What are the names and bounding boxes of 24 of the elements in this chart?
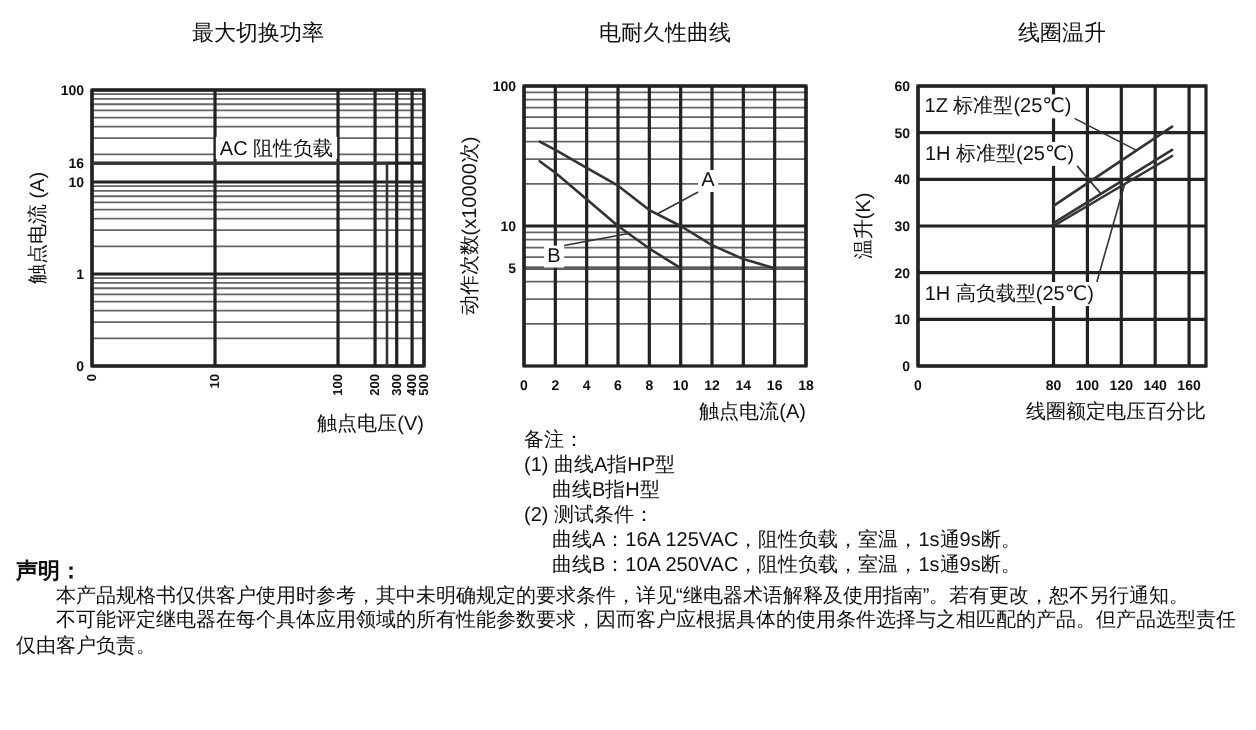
text: 曲线A：16A 125VAC，阻性负载，室温，1s通9s断。	[552, 528, 1021, 552]
chart-title: 电耐久性曲线	[599, 20, 731, 46]
text: 本产品规格书仅供客户使用时参考，其中未明确规定的要求条件，详见“继电器术语解释及使用指南”。若有更改，恕不另行通知。	[54, 585, 1192, 609]
text: 曲线B指H型	[552, 478, 660, 502]
y-axis-title: 触点电流 (A)	[26, 171, 50, 285]
x-axis-title: 线圈额定电压百分比	[1026, 400, 1206, 424]
text: 1H 高负载型(25℃)	[924, 282, 1094, 306]
text: 声明：	[16, 560, 82, 584]
text: 曲线B：10A 250VAC，阻性负载，室温，1s通9s断。	[552, 553, 1021, 577]
x-axis-title: 触点电压(V)	[317, 412, 424, 436]
series-label: 1H 标准型(25℃)	[924, 141, 1075, 166]
text: 1Z 标准型(25℃)	[924, 94, 1072, 119]
text: (1) 曲线A指HP型	[524, 453, 676, 477]
text: (2) 测试条件：	[524, 503, 654, 527]
annotation: AC 阻性负载	[219, 136, 334, 161]
chart-title: 最大切换功率	[192, 20, 324, 46]
text: B	[547, 245, 562, 268]
series-label: A	[701, 170, 716, 193]
x-axis-title: 触点电流(A)	[699, 400, 806, 424]
text: 不可能评定继电器在每个具体应用领域的所有性能参数要求，因而客户应根据具体的使用条件选择与之相匹配的产品。但产品选型责任仅由客户负责。	[16, 610, 1238, 660]
text: 备注：	[524, 428, 584, 452]
y-axis-title: 温升(K)	[852, 192, 876, 260]
y-axis-title: 动作次数(x10000次)	[460, 136, 482, 316]
chart-title: 线圈温升	[1018, 20, 1106, 46]
